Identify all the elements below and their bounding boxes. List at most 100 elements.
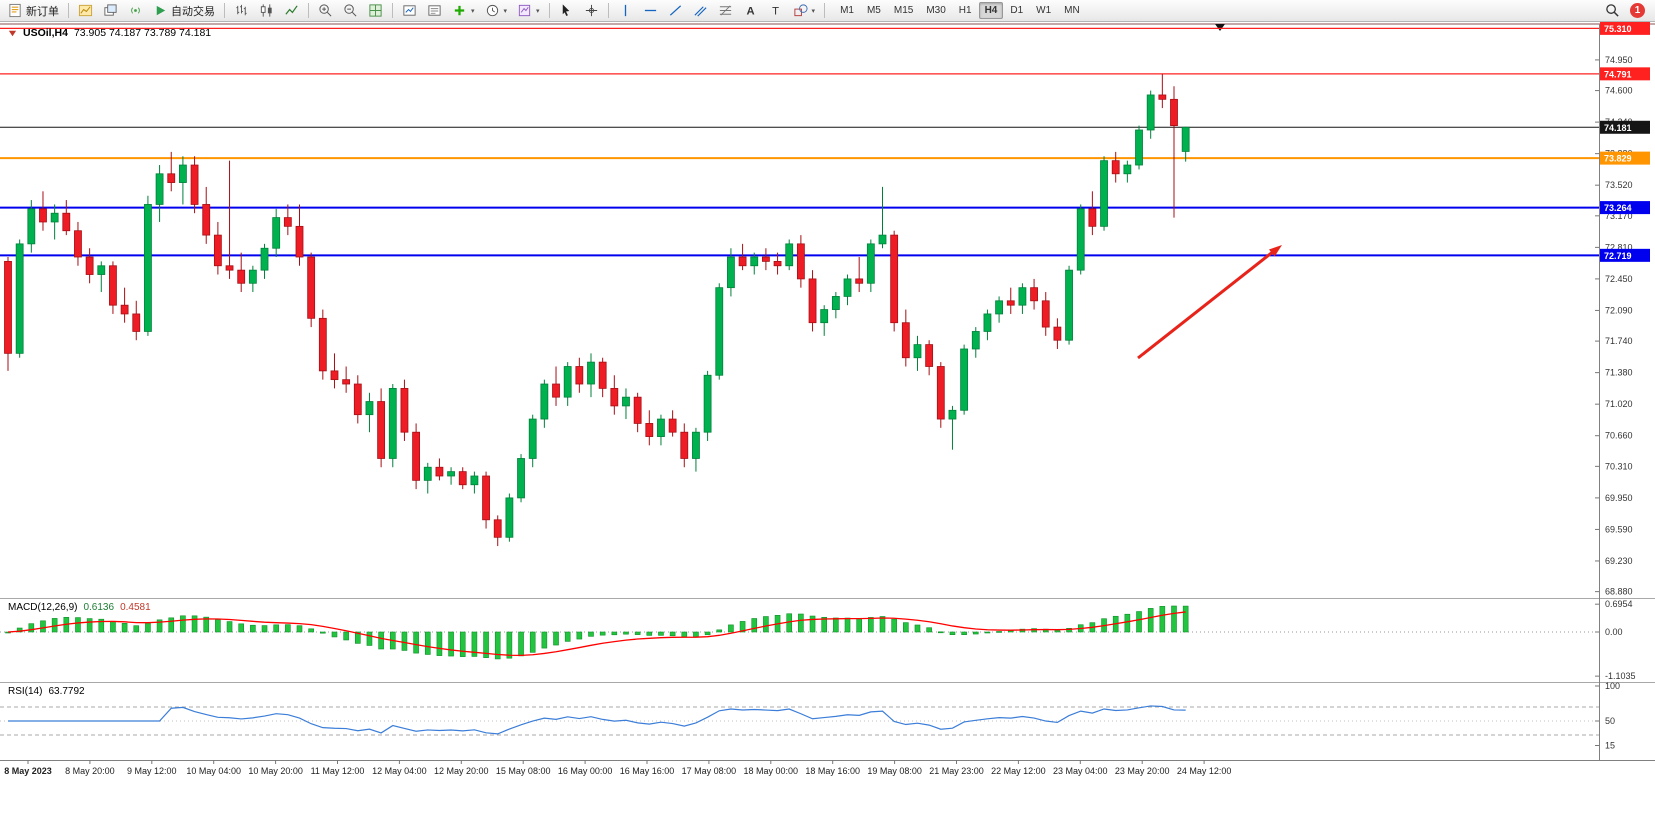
price-badge-label: 73.829 (1604, 154, 1632, 164)
candle-body (1006, 300, 1015, 306)
autotrading-button[interactable]: 自动交易 (149, 1, 219, 21)
channel-button[interactable] (689, 1, 712, 21)
candlestick-chart-button[interactable] (255, 1, 278, 21)
chart-shift-marker[interactable] (1215, 24, 1225, 31)
vertical-line-button[interactable] (614, 1, 637, 21)
rsi-axis-label: 15 (1605, 741, 1615, 751)
trend-arrow[interactable] (1137, 245, 1282, 360)
price-badge-label: 75.310 (1604, 24, 1632, 34)
candle-body (936, 366, 945, 420)
timeframe-m5-button[interactable]: M5 (866, 5, 881, 16)
timeframe-mn-button[interactable]: MN (1064, 5, 1080, 16)
new-order-button[interactable]: 新订单 (4, 1, 63, 21)
macd-bar (669, 631, 676, 637)
candle-body (202, 204, 211, 236)
price-tick-label: 69.230 (1605, 556, 1633, 566)
templates-button[interactable]: ▾ (513, 1, 544, 21)
indicators-button[interactable]: ▾ (448, 1, 479, 21)
trend-arrow-line (1137, 251, 1273, 360)
candle-body (645, 423, 654, 437)
candle-body (913, 344, 922, 359)
macd-bar (145, 622, 151, 633)
candle-body (458, 471, 467, 486)
candle-body (330, 370, 339, 381)
svg-text:T: T (772, 5, 779, 17)
horizontal-line-button[interactable] (639, 1, 662, 21)
macd-bar (75, 617, 81, 633)
macd-bar (972, 631, 979, 635)
timeframe-d1-button[interactable]: D1 (1010, 5, 1024, 16)
zoom-out-button[interactable] (339, 1, 362, 21)
toolbar-separator (548, 3, 550, 18)
vertical-line-icon (624, 4, 626, 17)
macd-bar (250, 624, 256, 633)
price-badge (1600, 201, 1650, 215)
chart-window-button[interactable] (398, 1, 421, 21)
candle-body (225, 265, 234, 271)
timeframe-m30-button[interactable]: M30 (926, 5, 946, 16)
text-label-button[interactable]: T (764, 1, 787, 21)
crosshair-button[interactable] (580, 1, 603, 21)
candle-body (1170, 98, 1178, 127)
line-chart-button[interactable] (280, 1, 303, 21)
search-button[interactable] (1601, 1, 1624, 21)
timeframe-m15-button[interactable]: M15 (893, 5, 914, 16)
candle-body (668, 418, 677, 433)
candle-body (365, 401, 374, 416)
chart-list-button[interactable] (423, 1, 446, 21)
candle-body (831, 296, 840, 310)
zoom-in-button[interactable] (314, 1, 337, 21)
price-badge (1600, 22, 1650, 35)
rsi-label: RSI(14) 63.7792 (8, 686, 85, 697)
notification-badge[interactable]: 1 (1630, 3, 1645, 18)
candle-body (237, 269, 246, 284)
timeframe-h4-button[interactable]: H4 (978, 2, 1004, 19)
macd-bar (308, 628, 314, 633)
profiles-button[interactable] (99, 1, 122, 21)
tile-windows-button[interactable] (364, 1, 387, 21)
timeframe-m1-button[interactable]: M1 (840, 5, 854, 16)
macd-bar (331, 631, 338, 638)
equidistant-channel-icon (694, 6, 707, 17)
signals-button[interactable] (124, 1, 147, 21)
candle-body (820, 309, 829, 324)
macd-bar (623, 631, 629, 635)
fibonacci-button[interactable] (714, 1, 737, 21)
charts-button[interactable] (74, 1, 97, 21)
macd-bar (996, 631, 1002, 633)
autotrading-label: 自动交易 (171, 5, 215, 18)
text-button[interactable]: A (739, 1, 762, 21)
price-badge (1600, 248, 1650, 262)
candle-body (622, 396, 630, 407)
candle-body (4, 260, 12, 354)
candle-body (727, 256, 735, 289)
candle-body (1088, 208, 1097, 227)
macd-bar (156, 619, 163, 633)
macd-bar (728, 624, 734, 633)
candle-body (785, 243, 794, 267)
timeframe-h1-button[interactable]: H1 (958, 5, 972, 16)
trendline-button[interactable] (664, 1, 687, 21)
autotrading-icon (156, 5, 166, 16)
candle-body (62, 212, 71, 232)
candle-body (995, 300, 1003, 315)
candle-body (960, 348, 969, 411)
periods-button[interactable]: ▾ (481, 1, 512, 21)
candle-body (272, 217, 281, 249)
chart-canvas[interactable]: 74.95074.60074.24073.88073.52073.17072.8… (0, 22, 1655, 827)
shapes-button[interactable]: ▾ (789, 1, 820, 21)
new-order-icon (9, 3, 21, 18)
cursor-button[interactable] (555, 1, 578, 21)
macd-axis-label: 0.00 (1605, 627, 1623, 637)
macd-bar (937, 631, 944, 634)
price-badge (1600, 67, 1650, 81)
toolbar: 新订单 自动交易 ▾ ▾ (0, 0, 1655, 22)
candle-body (878, 234, 887, 245)
macd-bar (844, 617, 851, 633)
bar-chart-button[interactable] (230, 1, 253, 21)
candle-body (843, 278, 852, 297)
candle-body (412, 431, 421, 481)
zoom-in-icon (319, 4, 332, 17)
timeframe-w1-button[interactable]: W1 (1036, 5, 1052, 16)
macd-bar (296, 625, 303, 633)
